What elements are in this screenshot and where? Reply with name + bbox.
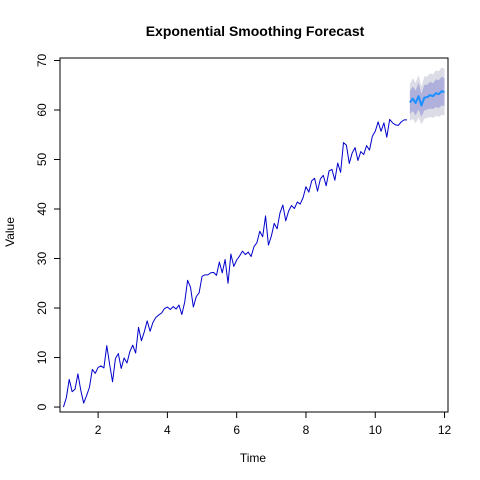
observed-line bbox=[62, 118, 408, 408]
forecast-intervals bbox=[409, 67, 445, 125]
x-tick-label: 4 bbox=[164, 423, 171, 437]
x-axis: 2 4 6 8 10 12 bbox=[95, 411, 452, 437]
y-tick-label: 60 bbox=[35, 103, 49, 117]
series-lines bbox=[62, 90, 445, 408]
chart-title: Exponential Smoothing Forecast bbox=[146, 23, 365, 39]
y-tick-label: 20 bbox=[35, 301, 49, 315]
x-axis-label: Time bbox=[240, 451, 267, 465]
y-tick-label: 0 bbox=[35, 403, 49, 410]
x-tick-label: 12 bbox=[438, 423, 452, 437]
y-tick-label: 50 bbox=[35, 153, 49, 167]
x-tick-label: 2 bbox=[95, 423, 102, 437]
y-axis: 0 10 20 30 40 50 60 70 bbox=[35, 53, 61, 410]
x-tick-label: 8 bbox=[303, 423, 310, 437]
y-axis-label: Value bbox=[3, 217, 17, 247]
y-tick-label: 70 bbox=[35, 53, 49, 67]
x-tick-label: 6 bbox=[233, 423, 240, 437]
plot-frame bbox=[59, 57, 449, 413]
forecast-line bbox=[409, 90, 445, 107]
y-tick-label: 30 bbox=[35, 252, 49, 266]
y-tick-label: 40 bbox=[35, 202, 49, 216]
y-tick-label: 10 bbox=[35, 351, 49, 365]
x-tick-label: 10 bbox=[369, 423, 383, 437]
